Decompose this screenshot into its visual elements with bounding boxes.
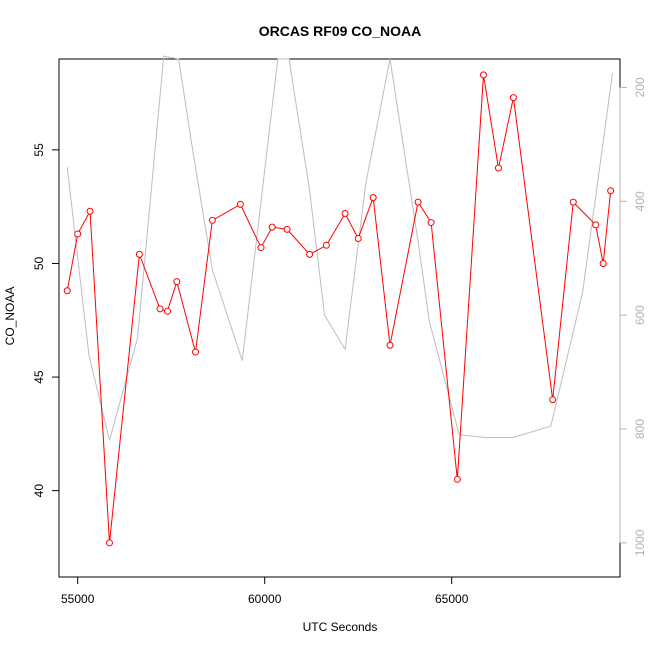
co-data-point <box>156 305 164 313</box>
co-data-point <box>306 250 314 258</box>
co-data-point <box>192 348 200 356</box>
co-data-point <box>236 200 244 208</box>
co-data-point <box>494 164 502 172</box>
co-data-point <box>414 198 422 206</box>
x-axis: 55000 60000 65000 <box>61 576 469 606</box>
co-data-point <box>208 216 216 224</box>
co-data-point <box>86 207 94 215</box>
co-data-point <box>74 230 82 238</box>
co-data-point <box>599 259 607 267</box>
co-data-point <box>549 396 557 404</box>
co-data-point <box>592 221 600 229</box>
co-data-point <box>479 71 487 79</box>
co-data-point <box>322 241 330 249</box>
co-data-point <box>509 94 517 102</box>
y2-tick-label: 600 <box>633 305 647 325</box>
co-data-point <box>135 250 143 258</box>
co-data-point <box>283 225 291 233</box>
co-data-point <box>569 198 577 206</box>
co-data-point <box>63 287 71 295</box>
co-data-point <box>354 234 362 242</box>
x-tick-label: 65000 <box>435 592 469 606</box>
x-axis-label: UTC Seconds <box>303 620 378 634</box>
co-data-point <box>369 194 377 202</box>
x-tick-label: 55000 <box>61 592 95 606</box>
co-data-point <box>386 341 394 349</box>
y2-tick-label: 800 <box>633 419 647 439</box>
y2-tick-label: 1000 <box>633 529 647 556</box>
y-axis-label: CO_NOAA <box>3 287 17 346</box>
co-data-point <box>173 278 181 286</box>
x-tick-label: 60000 <box>248 592 282 606</box>
y-tick-label: 55 <box>32 143 46 157</box>
co-data-point <box>105 539 113 547</box>
co-data-point <box>427 219 435 227</box>
y-axis: 40 45 50 55 <box>32 143 60 498</box>
pressure-series-line <box>66 55 614 441</box>
chart-title: ORCAS RF09 CO_NOAA <box>259 23 422 39</box>
co-data-point <box>268 223 276 231</box>
y2-tick-label: 200 <box>633 77 647 97</box>
y-tick-label: 45 <box>32 370 46 384</box>
co-data-point <box>341 209 349 217</box>
y-tick-label: 40 <box>32 484 46 498</box>
co-data-point <box>453 475 461 483</box>
co-data-point <box>257 244 265 252</box>
co-data-point <box>163 307 171 315</box>
y-tick-label: 50 <box>32 256 46 270</box>
y2-tick-label: 400 <box>633 191 647 211</box>
co-data-point <box>607 187 615 195</box>
series-layer <box>63 55 615 547</box>
right-axis: 200 400 600 800 1000 <box>619 77 647 556</box>
